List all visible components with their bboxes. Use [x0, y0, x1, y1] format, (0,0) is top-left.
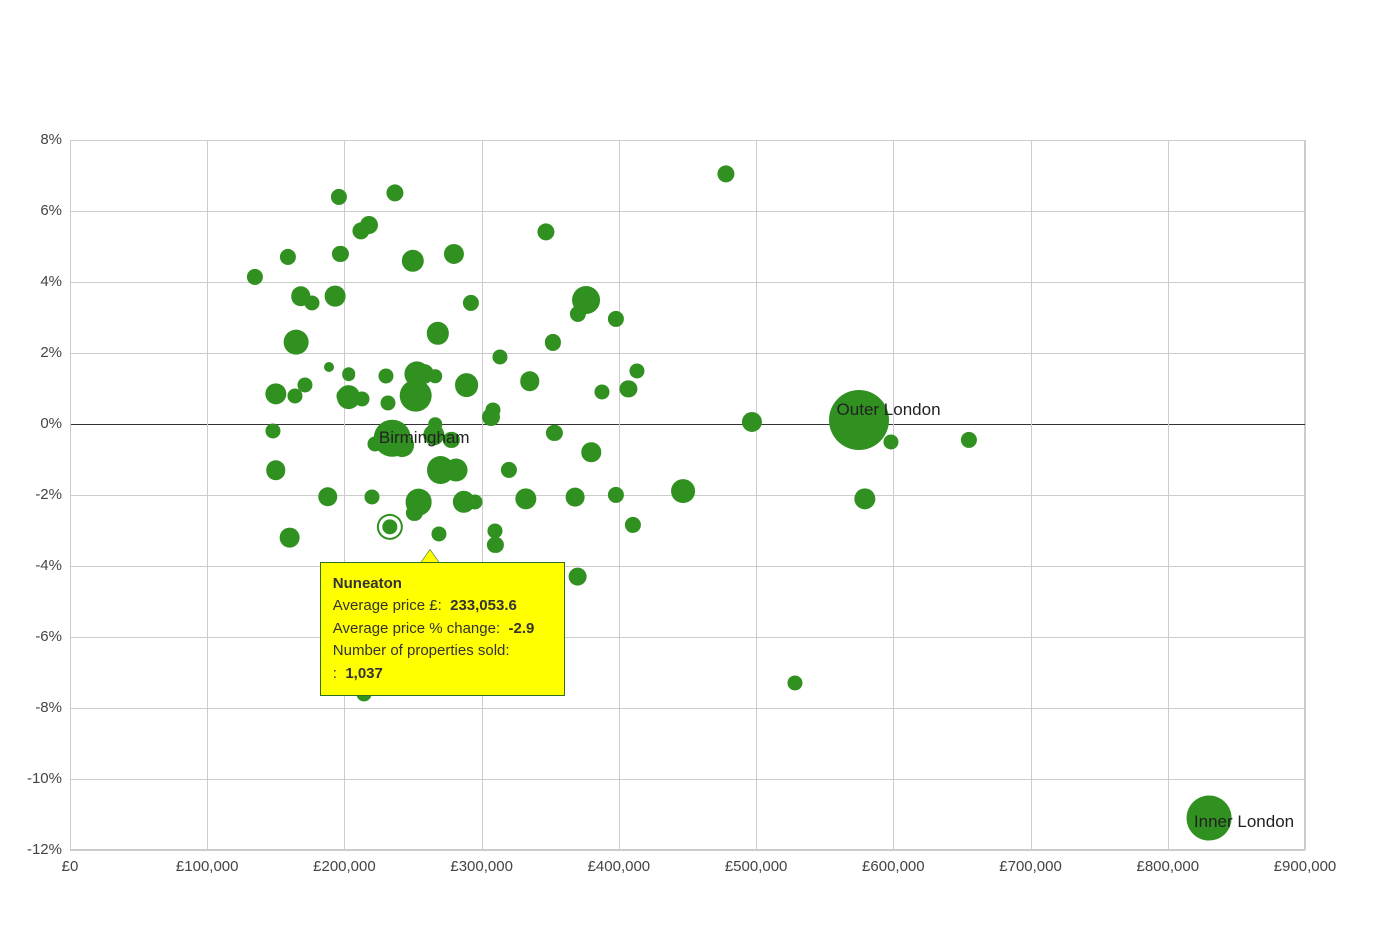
data-point[interactable] [492, 349, 507, 364]
data-point[interactable] [485, 402, 500, 417]
data-label: Outer London [837, 400, 941, 420]
gridline-h [70, 353, 1305, 354]
tooltip-row: Number of properties sold: [333, 640, 552, 663]
y-tick-label: 0% [40, 415, 62, 432]
data-point[interactable] [566, 487, 585, 506]
data-point[interactable] [378, 369, 393, 384]
data-point[interactable] [444, 459, 467, 482]
data-point[interactable] [629, 363, 644, 378]
data-point[interactable] [568, 567, 587, 586]
gridline-v [1031, 140, 1032, 850]
data-point[interactable] [883, 434, 898, 449]
x-tick-label: £200,000 [313, 858, 376, 875]
gridline-h [70, 779, 1305, 780]
y-tick-label: -2% [35, 486, 62, 503]
tooltip-row-value: -2.9 [508, 620, 534, 637]
data-point[interactable] [288, 388, 303, 403]
gridline-v [70, 140, 71, 850]
data-label: Inner London [1194, 812, 1294, 832]
tooltip-row-value: 1,037 [345, 665, 383, 682]
data-point[interactable] [324, 362, 334, 372]
gridline-h [70, 211, 1305, 212]
gridline-h [70, 850, 1305, 851]
tooltip-row-label: Average price % change: [333, 620, 500, 637]
x-tick-label: £100,000 [176, 858, 239, 875]
data-point[interactable] [364, 489, 379, 504]
data-point[interactable] [595, 385, 610, 400]
tooltip-row-label: : [333, 665, 337, 682]
x-tick-label: £600,000 [862, 858, 925, 875]
x-tick-label: £500,000 [725, 858, 788, 875]
y-tick-label: -10% [27, 770, 62, 787]
tooltip-row: Average price % change: -2.9 [333, 618, 552, 641]
y-tick-label: -12% [27, 841, 62, 858]
data-point[interactable] [381, 395, 396, 410]
data-point[interactable] [455, 373, 479, 397]
tooltip: NuneatonAverage price £: 233,053.6Averag… [320, 562, 565, 697]
data-point[interactable] [324, 286, 345, 307]
gridline-v [482, 140, 483, 850]
data-point[interactable] [671, 480, 695, 504]
gridline-v [207, 140, 208, 850]
x-tick-label: £700,000 [999, 858, 1062, 875]
data-point[interactable] [488, 523, 503, 538]
data-point[interactable] [284, 330, 309, 355]
tooltip-row-value: 233,053.6 [450, 597, 517, 614]
data-point[interactable] [428, 369, 442, 383]
y-tick-label: -8% [35, 699, 62, 716]
data-point[interactable] [355, 392, 370, 407]
tooltip-row-label: Average price £: [333, 597, 442, 614]
y-tick-label: 6% [40, 202, 62, 219]
tooltip-row: : 1,037 [333, 663, 552, 686]
x-tick-label: £0 [62, 858, 79, 875]
zero-line [70, 424, 1305, 425]
x-tick-label: £800,000 [1136, 858, 1199, 875]
x-tick-label: £400,000 [588, 858, 651, 875]
gridline-v [893, 140, 894, 850]
x-tick-label: £300,000 [450, 858, 513, 875]
data-point[interactable] [467, 495, 482, 510]
tooltip-row-label: Number of properties sold: [333, 642, 510, 659]
y-tick-label: 2% [40, 344, 62, 361]
gridline-v [756, 140, 757, 850]
data-point[interactable] [279, 527, 300, 548]
gridline-h [70, 708, 1305, 709]
y-tick-label: -6% [35, 628, 62, 645]
gridline-h [70, 637, 1305, 638]
bubble-chart: -12% -10% -8% -6% -4% -2% 0% 2% 4% 6% 8% £0 £100,000… [0, 0, 1390, 940]
y-tick-label: -4% [35, 557, 62, 574]
tooltip-row: Average price £: 233,053.6 [333, 595, 552, 618]
gridline-h [70, 566, 1305, 567]
data-point[interactable] [304, 296, 319, 311]
tooltip-title: Nuneaton [333, 573, 552, 596]
data-point[interactable] [337, 388, 352, 403]
x-tick-label: £900,000 [1274, 858, 1337, 875]
data-point[interactable] [432, 527, 447, 542]
data-label: Birmingham [379, 428, 470, 448]
data-point[interactable] [787, 676, 802, 691]
gridline-h [70, 140, 1305, 141]
data-point[interactable] [342, 368, 356, 382]
y-tick-label: 8% [40, 131, 62, 148]
gridline-v [1305, 140, 1306, 850]
data-point[interactable] [266, 424, 281, 439]
y-tick-label: 4% [40, 273, 62, 290]
gridline-v [1168, 140, 1169, 850]
